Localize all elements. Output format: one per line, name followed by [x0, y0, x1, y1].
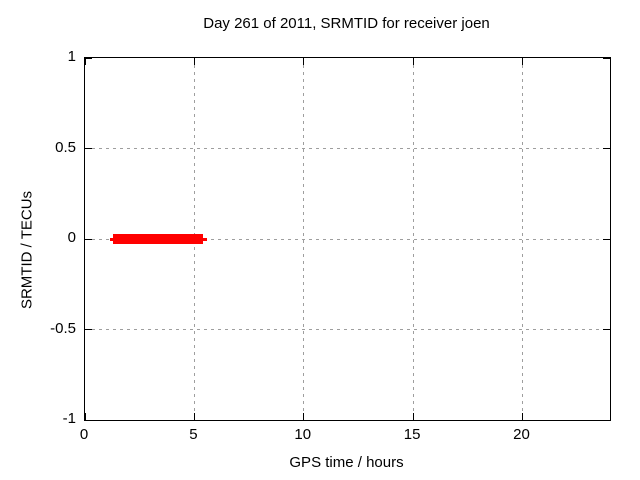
tick-bottom-x-5: [193, 413, 195, 420]
tick-right-y-0: [603, 238, 610, 240]
ytick-label-0.5: 0.5: [55, 138, 76, 156]
gridline-y-0.5: [85, 148, 610, 149]
tick-top-x-15: [412, 58, 414, 65]
xtick-label-10: 10: [294, 426, 312, 443]
tick-right-y-1: [603, 57, 610, 59]
tick-bottom-x-10: [303, 413, 305, 420]
tick-left-y-0: [85, 238, 92, 240]
chart-title: Day 261 of 2011, SRMTID for receiver joe…: [203, 15, 490, 32]
tick-top-x-20: [522, 58, 523, 65]
gridline-x-10: [303, 58, 305, 420]
ytick-label--1: -1: [62, 410, 76, 427]
xtick-label-15: 15: [403, 426, 421, 443]
tick-right-y--0.5: [603, 329, 610, 330]
series-core-SRMTID: [113, 234, 204, 244]
tick-left-y-0.5: [85, 148, 92, 149]
tick-top-x-0: [84, 58, 86, 65]
tick-left-y--0.5: [85, 329, 92, 330]
y-axis-label: SRMTID / TECUs: [18, 190, 36, 310]
gridline-y-0: [85, 238, 610, 240]
gridline-x-20: [522, 58, 523, 420]
tick-top-x-5: [193, 58, 195, 65]
tick-right-y-0.5: [603, 148, 610, 149]
xtick-label-0: 0: [79, 426, 89, 443]
tick-bottom-x-0: [84, 413, 86, 420]
tick-bottom-x-20: [522, 413, 523, 420]
ytick-label-1: 1: [67, 48, 76, 65]
tick-left-y-1: [85, 57, 92, 59]
gridline-y--0.5: [85, 329, 610, 330]
tick-left-y--1: [85, 419, 92, 421]
xtick-label-20: 20: [513, 426, 530, 443]
ytick-label-0: 0: [67, 229, 76, 246]
tick-bottom-x-15: [412, 413, 414, 420]
plot-area: [84, 57, 611, 421]
xtick-label-5: 5: [189, 426, 198, 443]
tick-right-y--1: [603, 419, 610, 421]
ytick-label--0.5: -0.5: [50, 319, 76, 337]
tick-top-x-10: [303, 58, 305, 65]
gridline-x-15: [412, 58, 414, 420]
x-axis-label: GPS time / hours: [289, 454, 404, 471]
